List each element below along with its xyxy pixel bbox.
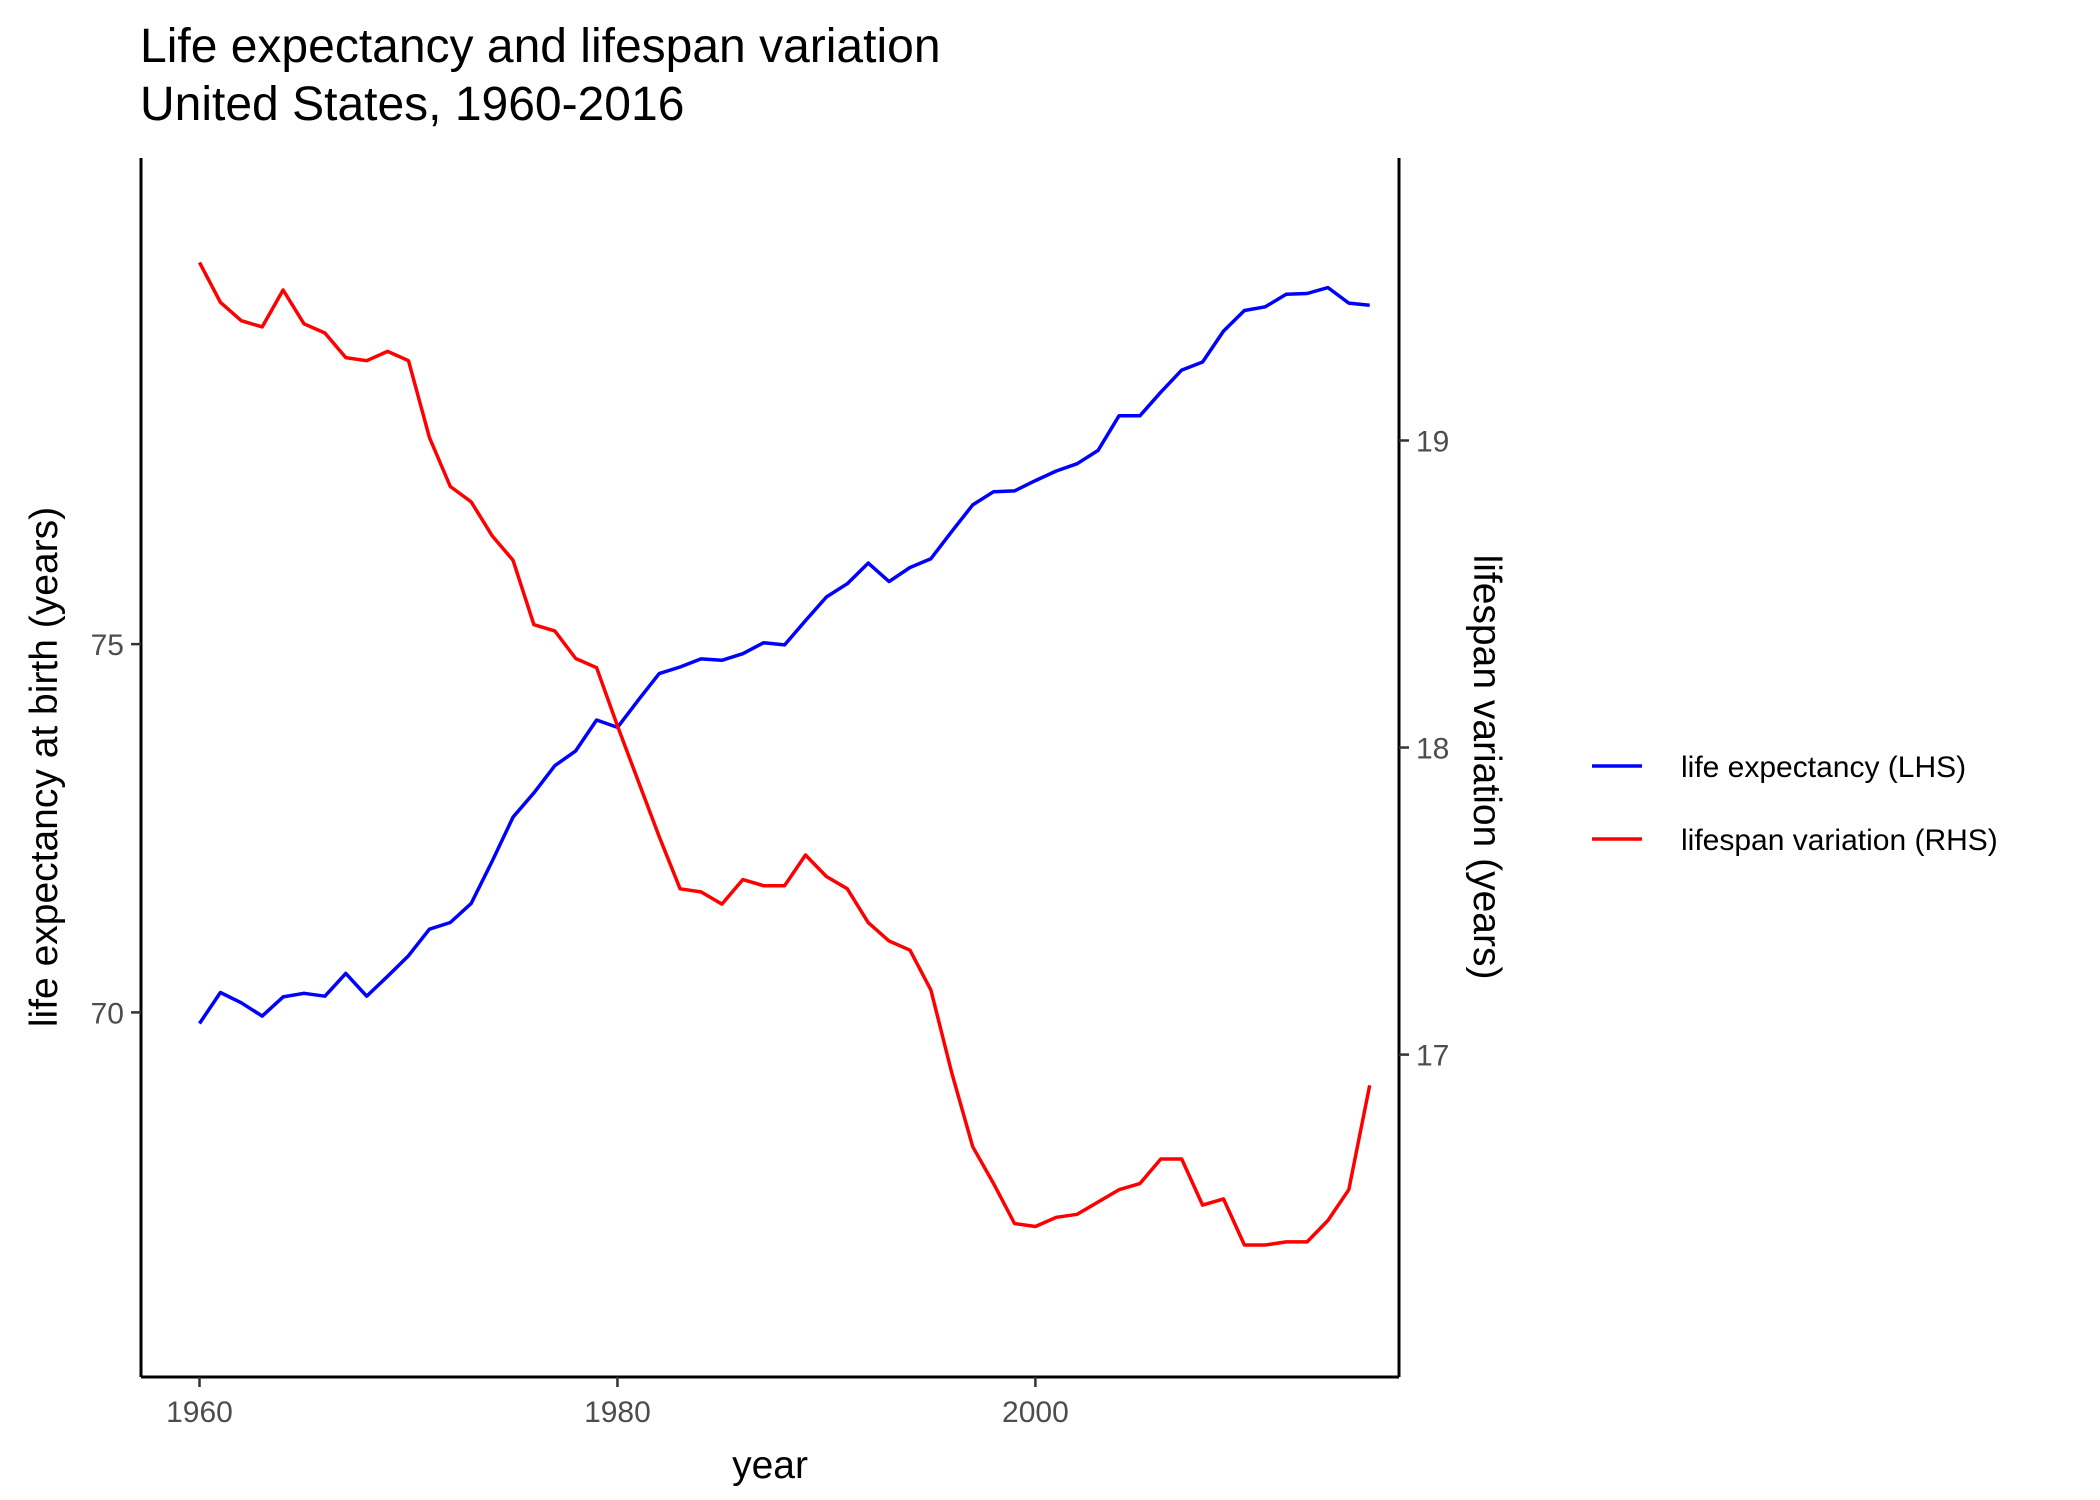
right-y-axis-title: lifespan variation (years) [1465, 555, 1508, 980]
left-y-tick-label: 70 [91, 997, 124, 1030]
chart-title: Life expectancy and lifespan variation [140, 20, 941, 73]
life-expectancy-line [198, 285, 1370, 1025]
right-y-axis-ticks: 17 18 19 [1399, 425, 1449, 1073]
series-lines [197, 261, 1372, 1247]
legend-label: life expectancy (LHS) [1681, 751, 1966, 784]
legend-label: lifespan variation (RHS) [1681, 824, 1998, 857]
left-y-tick-label: 75 [91, 629, 124, 662]
x-axis-ticks: 1960 1980 2000 [166, 1377, 1069, 1429]
x-tick-label: 2000 [1002, 1396, 1069, 1429]
right-y-tick-label: 18 [1416, 733, 1449, 766]
x-tick-label: 1960 [166, 1396, 233, 1429]
right-y-tick-label: 17 [1416, 1040, 1449, 1073]
lifespan-variation-line [197, 261, 1372, 1247]
right-y-tick-label: 19 [1416, 425, 1449, 458]
x-axis-title: year [732, 1444, 808, 1487]
left-y-axis-title: life expectancy at birth (years) [23, 507, 66, 1027]
x-tick-label: 1980 [584, 1396, 651, 1429]
chart-subtitle: United States, 1960-2016 [140, 78, 684, 131]
legend: life expectancy (LHS) lifespan variation … [1592, 751, 1998, 857]
left-y-axis-ticks: 70 75 [91, 629, 141, 1030]
